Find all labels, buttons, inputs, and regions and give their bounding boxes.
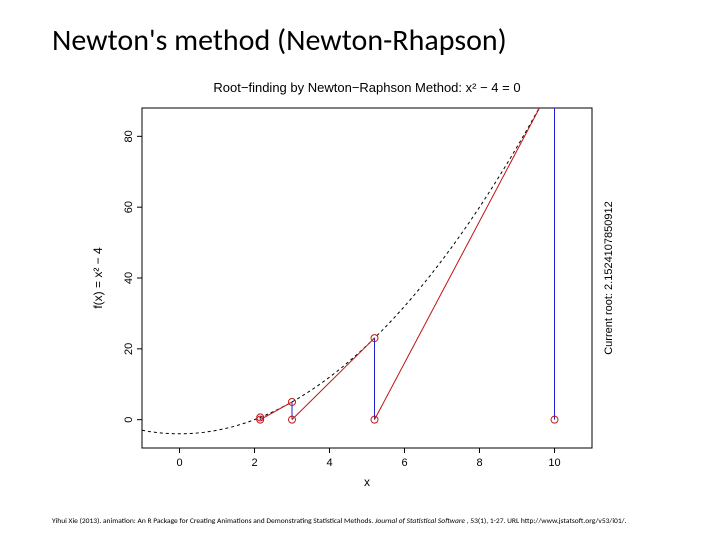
slide-title: Newton's method (Newton-Rhapson)	[52, 22, 507, 59]
chart-svg: Root−finding by Newton−Raphson Method: x…	[80, 60, 640, 495]
citation-middle: animation: An R Package for Creating Ani…	[103, 517, 375, 526]
svg-text:10: 10	[548, 457, 560, 469]
svg-text:f(x) = x² − 4: f(x) = x² − 4	[91, 247, 105, 309]
citation: Yihui Xie (2013). animation: An R Packag…	[52, 517, 668, 526]
newton-chart: Root−finding by Newton−Raphson Method: x…	[80, 60, 640, 500]
svg-text:0: 0	[123, 417, 135, 423]
svg-text:20: 20	[123, 343, 135, 355]
citation-author: Yihui Xie (2013).	[52, 517, 101, 526]
svg-text:Root−finding by Newton−Raphson: Root−finding by Newton−Raphson Method: x…	[213, 80, 520, 95]
svg-text:0: 0	[176, 457, 182, 469]
svg-text:6: 6	[401, 457, 407, 469]
slide-canvas: Newton's method (Newton-Rhapson) Root−fi…	[0, 0, 720, 540]
svg-text:x: x	[364, 475, 370, 489]
citation-journal: Journal of Statistical Software	[375, 517, 465, 526]
svg-text:Current root: 2.1524107850912: Current root: 2.1524107850912	[603, 201, 615, 355]
svg-text:40: 40	[123, 272, 135, 284]
svg-text:80: 80	[123, 130, 135, 142]
svg-text:60: 60	[123, 201, 135, 213]
svg-text:2: 2	[251, 457, 257, 469]
svg-text:4: 4	[326, 457, 332, 469]
citation-tail: , 53(1), 1-27. URL http://www.jstatsoft.…	[467, 517, 627, 526]
svg-text:8: 8	[476, 457, 482, 469]
